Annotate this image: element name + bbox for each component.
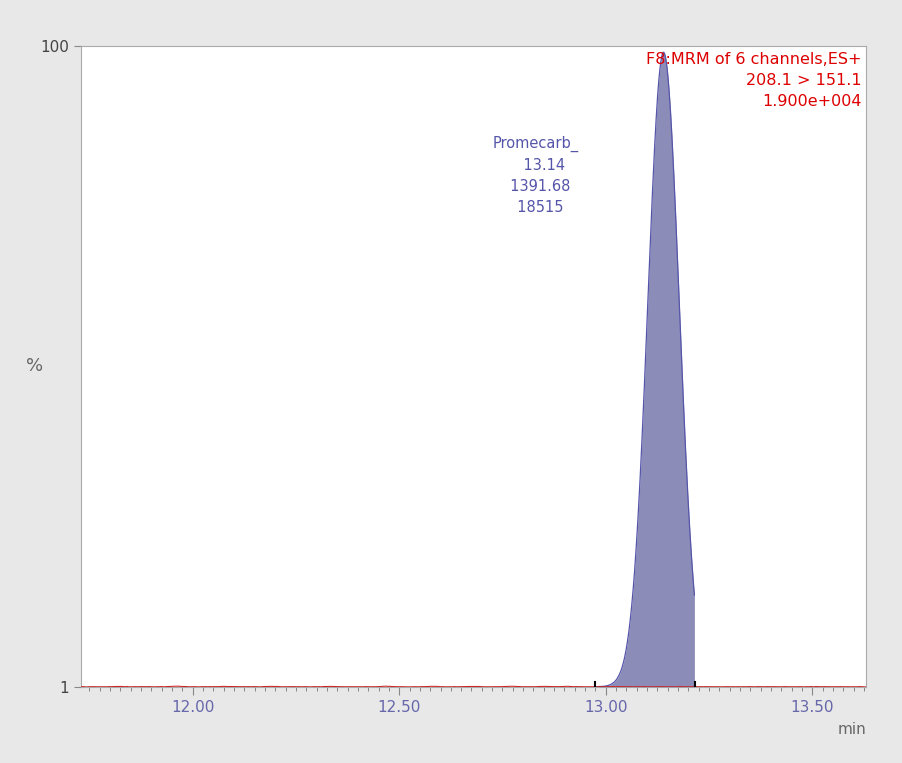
Text: F8:MRM of 6 channels,ES+
208.1 > 151.1
1.900e+004: F8:MRM of 6 channels,ES+ 208.1 > 151.1 1… [647,52,862,109]
Text: Promecarb_
    13.14
  1391.68
  18515: Promecarb_ 13.14 1391.68 18515 [492,136,578,214]
Y-axis label: %: % [26,357,43,375]
Text: min: min [837,722,866,737]
